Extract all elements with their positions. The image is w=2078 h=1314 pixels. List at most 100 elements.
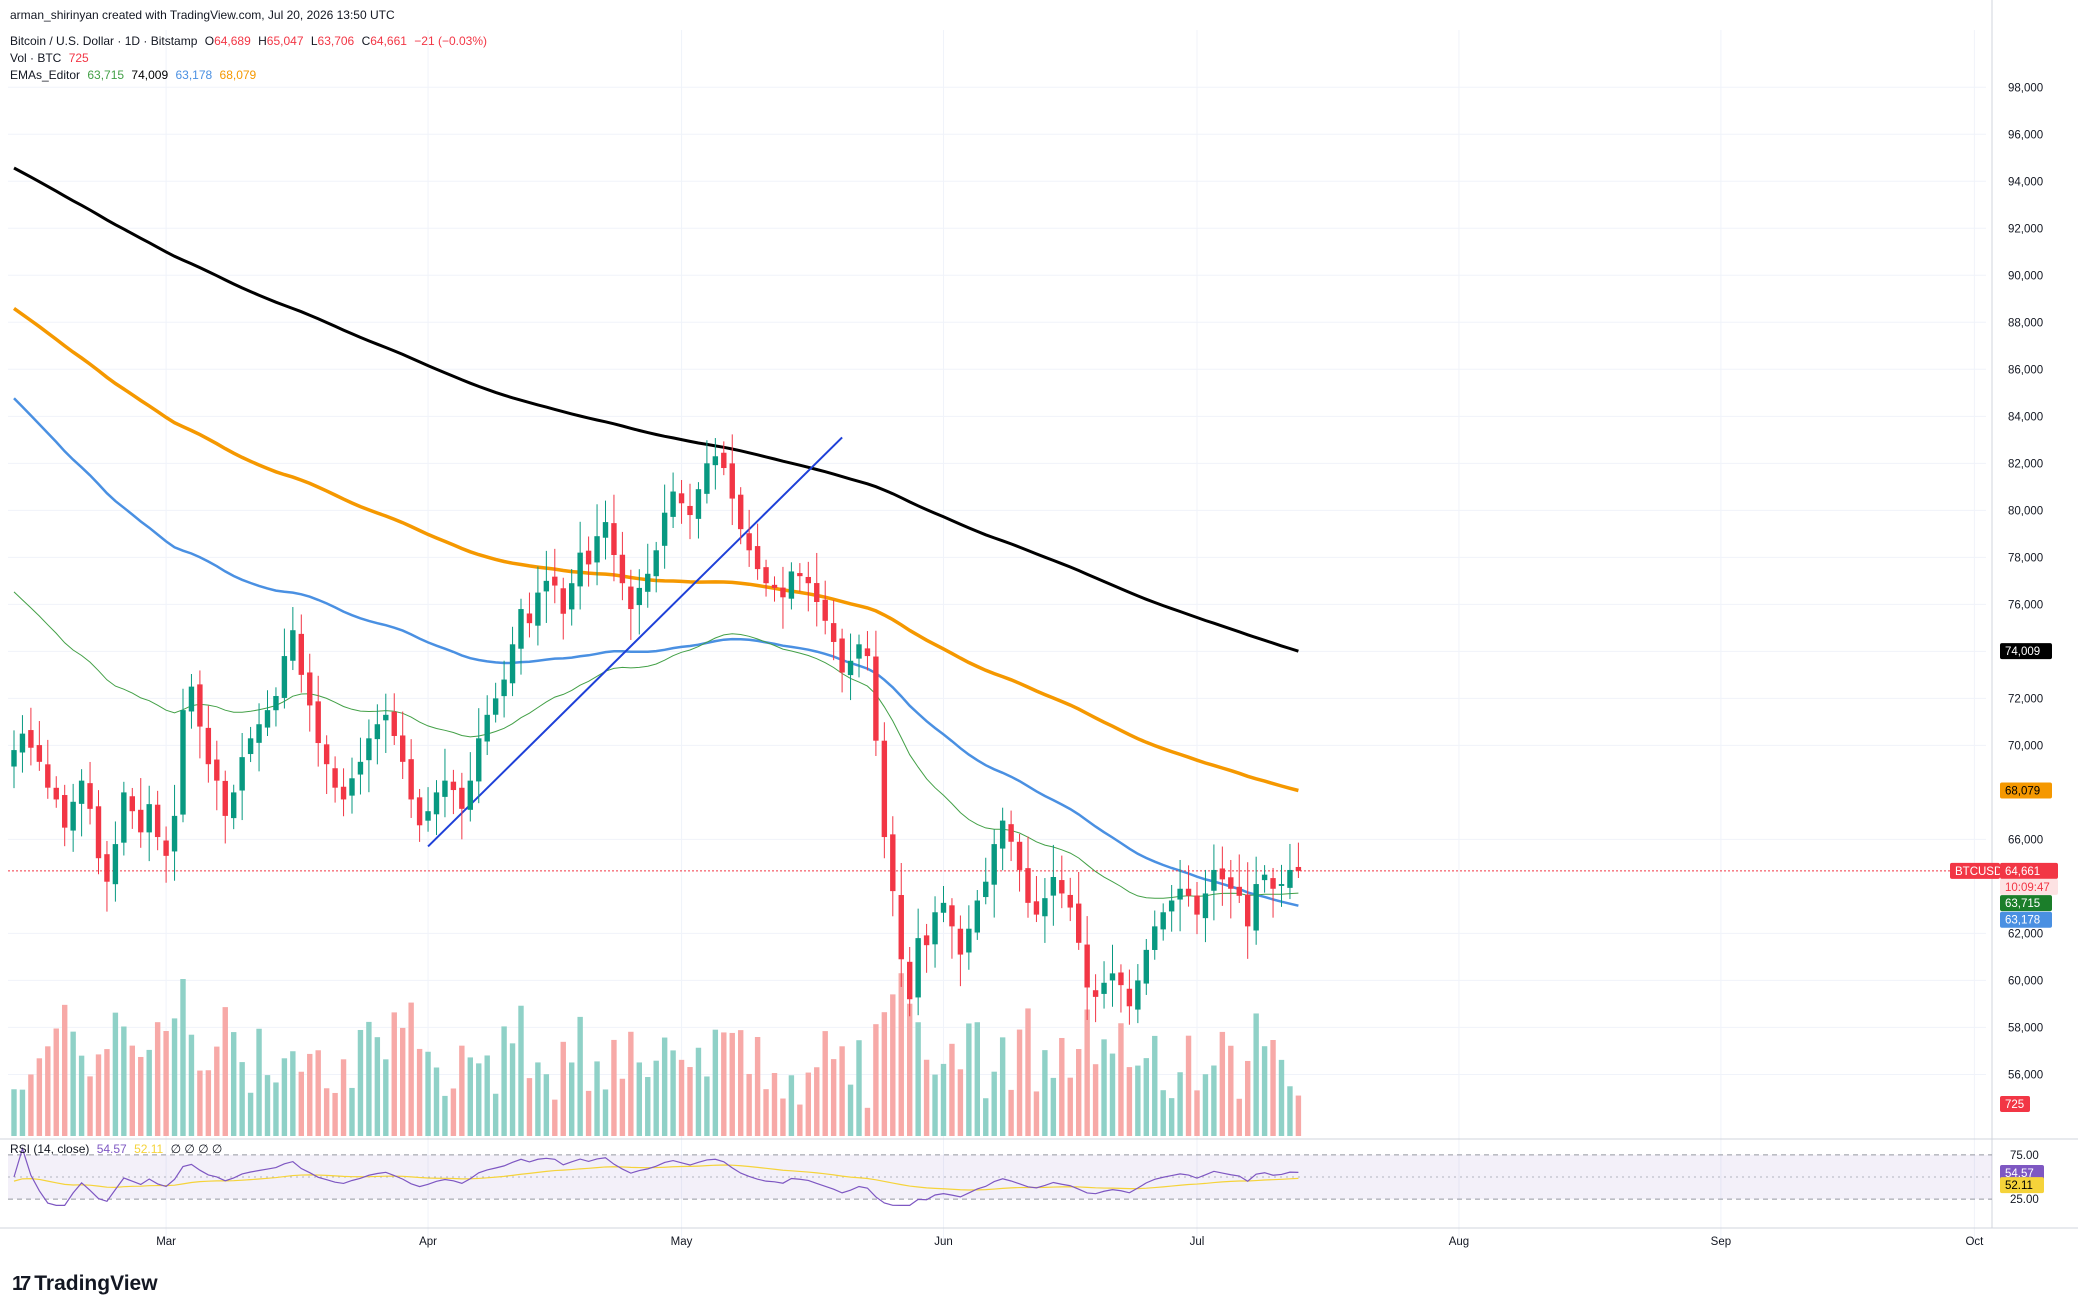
- volume-bar: [433, 1067, 440, 1136]
- candle: [366, 719, 372, 793]
- ema200-badge: 74,009: [2000, 643, 2052, 660]
- symbol-legend[interactable]: Bitcoin / U.S. Dollar · 1D · Bitstamp O6…: [10, 34, 491, 48]
- ema200-value: 74,009: [131, 68, 169, 82]
- volume-label: Vol · BTC: [10, 51, 62, 65]
- candle: [1008, 810, 1014, 862]
- candles: [11, 434, 1302, 1025]
- candle-body: [87, 783, 93, 809]
- candle: [678, 480, 685, 524]
- candle: [19, 715, 26, 773]
- candle: [763, 559, 769, 597]
- candle-body: [1109, 973, 1116, 981]
- volume-bar: [678, 1059, 685, 1136]
- y-tick-label: 96,000: [2008, 129, 2043, 141]
- volume-bar: [1236, 1098, 1242, 1136]
- candle-body: [830, 623, 837, 642]
- tradingview-logo[interactable]: 17 TradingView: [12, 1272, 158, 1296]
- y-tick-label: 84,000: [2008, 411, 2043, 423]
- candle-body: [374, 724, 381, 740]
- candle-body: [763, 567, 769, 584]
- candle-body: [433, 792, 440, 815]
- volume-bar: [171, 1018, 178, 1136]
- volume-bar: [281, 1058, 288, 1136]
- candle: [738, 487, 744, 545]
- volume-legend[interactable]: Vol · BTC 725: [10, 51, 93, 65]
- candle-body: [1228, 877, 1234, 889]
- volume-bar: [1185, 1035, 1192, 1136]
- volume-bar: [492, 1093, 499, 1136]
- volume-bar: [1008, 1089, 1014, 1136]
- candle: [247, 726, 254, 763]
- volume-bar: [19, 1089, 26, 1136]
- candle: [95, 790, 102, 875]
- ema20-badge: 63,715: [2000, 895, 2052, 912]
- volume-bar: [695, 1047, 702, 1136]
- rsi-level-label: 25.00: [2010, 1194, 2039, 1206]
- volume-bar: [535, 1062, 541, 1136]
- candle-body: [1092, 990, 1099, 997]
- volume-bar: [628, 1031, 634, 1136]
- volume-bar: [881, 1012, 888, 1136]
- volume-bar: [1118, 1023, 1124, 1136]
- volume-bar: [197, 1070, 203, 1136]
- ema50-line: [13, 397, 1299, 907]
- volume-bars: [11, 973, 1302, 1136]
- volume-bar: [1278, 1059, 1285, 1136]
- candle-body: [121, 792, 127, 843]
- volume-bar: [560, 1041, 566, 1136]
- candle-body: [231, 792, 237, 819]
- volume-bar: [87, 1076, 93, 1136]
- price-axis: 98,000 96,000 94,000 92,000 90,000 88,000 86,0…: [2008, 82, 2043, 1081]
- volume-bar: [864, 1107, 871, 1136]
- volume-bar: [839, 1046, 845, 1136]
- candle-body: [1270, 878, 1276, 889]
- volume-bar: [222, 1007, 228, 1136]
- candle-body: [315, 701, 321, 744]
- volume-bar: [830, 1059, 837, 1136]
- candle-body: [104, 854, 110, 882]
- volume-bar: [966, 1023, 972, 1136]
- rsi-legend[interactable]: RSI (14, close) 54.57 52.11 ∅ ∅ ∅ ∅: [10, 1142, 226, 1156]
- volume-bar: [231, 1032, 237, 1136]
- volume-bar: [856, 1040, 862, 1136]
- candle: [771, 576, 778, 602]
- candle-body: [163, 840, 169, 856]
- ema100-badge-bg: [2000, 782, 2052, 799]
- candle-body: [966, 928, 972, 953]
- volume-bar: [36, 1058, 43, 1136]
- candle-body: [940, 902, 947, 913]
- candle: [315, 675, 321, 767]
- countdown-badge-text: 10:09:47: [2005, 882, 2050, 894]
- candle: [940, 885, 947, 923]
- candle: [1126, 969, 1133, 1025]
- volume-bar: [180, 979, 186, 1136]
- close-value: 64,661: [370, 34, 407, 48]
- candle: [87, 761, 93, 825]
- candle: [129, 787, 135, 829]
- ema-legend[interactable]: EMAs_Editor 63,715 74,009 63,178 68,079: [10, 68, 260, 82]
- close-label: C: [361, 34, 371, 48]
- volume-bar: [1092, 1064, 1099, 1136]
- volume-bar: [1194, 1090, 1200, 1136]
- candle-body: [36, 745, 43, 762]
- candle-body: [467, 780, 473, 810]
- ema200-badge-text: 74,009: [2005, 646, 2040, 658]
- volume-bar: [391, 1012, 397, 1136]
- candle-body: [552, 576, 558, 586]
- volume-badge-bg: [2000, 1096, 2030, 1112]
- candle-body: [11, 750, 17, 767]
- candle-body: [881, 740, 888, 838]
- candle-body: [239, 757, 245, 791]
- volume-bar: [442, 1095, 448, 1136]
- volume-bar: [450, 1088, 457, 1136]
- volume-bar: [1287, 1086, 1293, 1136]
- candle-body: [602, 522, 609, 538]
- candle: [146, 785, 152, 862]
- volume-bar: [721, 1032, 727, 1136]
- candle-body: [1168, 900, 1175, 912]
- volume-bar: [543, 1074, 550, 1136]
- candle-body: [146, 804, 152, 833]
- volume-bar: [290, 1051, 296, 1136]
- candle-body: [290, 630, 296, 661]
